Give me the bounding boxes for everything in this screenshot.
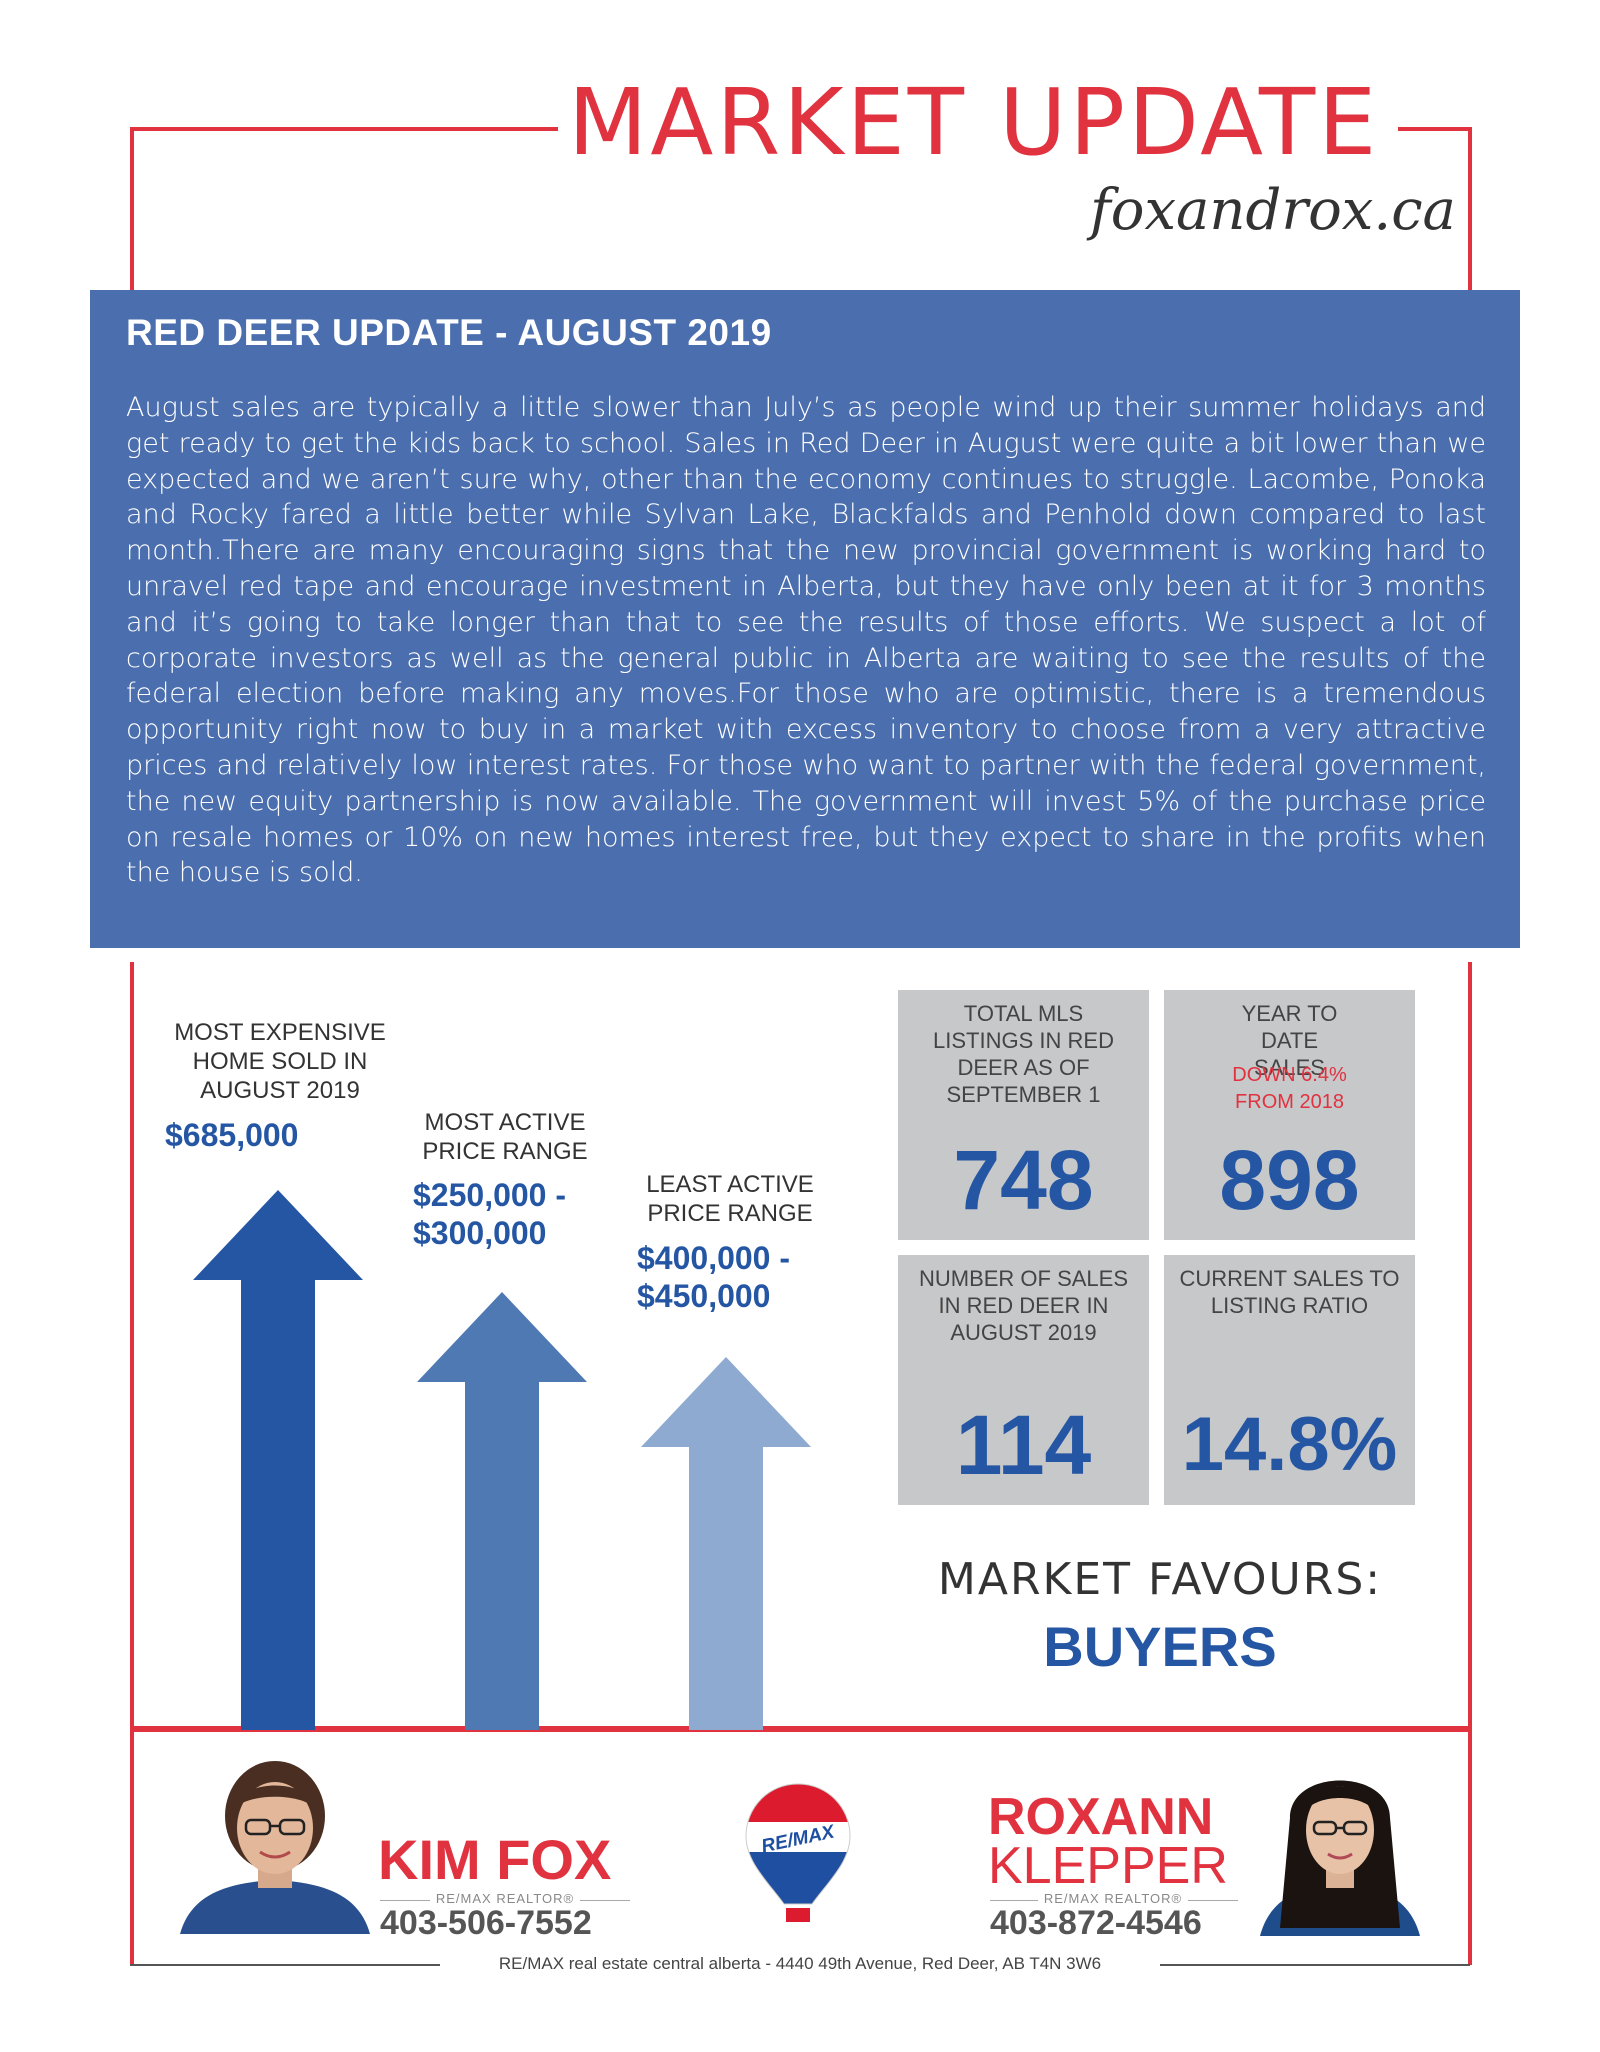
market-favours-value: BUYERS <box>1043 1615 1277 1678</box>
remax-balloon-logo: RE/MAX <box>745 1783 851 1922</box>
roxann-first-name: ROXANN <box>988 1788 1214 1846</box>
arrow-up-icon-small <box>641 1357 811 1730</box>
roxann-title: RE/MAX REALTOR® <box>1038 1891 1188 1906</box>
arrow-up-icon-large <box>193 1190 363 1730</box>
tile-ytd-sales-label: YEAR TO DATE SALES <box>1241 1001 1338 1080</box>
page-title: MARKET UPDATE <box>568 69 1380 176</box>
market-favours-label: MARKET FAVOURS: <box>937 1554 1383 1605</box>
kim-fox-photo-avatar <box>180 1761 370 1934</box>
frame-divider <box>130 1726 1472 1732</box>
frame-top-right-line <box>1398 127 1472 131</box>
tile-total-listings: TOTAL MLS LISTINGS IN RED DEER AS OF SEP… <box>898 990 1149 1240</box>
kim-fox-phone: 403-506-7552 <box>380 1904 592 1942</box>
most-expensive-value: $685,000 <box>165 1117 299 1153</box>
least-active-value: $400,000 - $450,000 <box>637 1240 791 1314</box>
kim-fox-name: KIM FOX <box>378 1828 612 1891</box>
frame-right-bottom <box>1468 962 1472 1965</box>
tile-ytd-sales-value: 898 <box>1219 1133 1360 1227</box>
tile-ytd-sales: YEAR TO DATE SALES DOWN 6.4% FROM 2018 8… <box>1164 990 1415 1240</box>
tile-ytd-sales-note: DOWN 6.4% FROM 2018 <box>1232 1064 1347 1113</box>
update-body: August sales are typically a little slow… <box>126 392 1486 889</box>
tile-total-listings-value: 748 <box>953 1133 1094 1227</box>
most-active-value: $250,000 - $300,000 <box>413 1177 567 1251</box>
frame-top-left-line <box>130 127 558 131</box>
frame-left-top <box>130 127 134 292</box>
tile-august-sales-value: 114 <box>955 1398 1092 1492</box>
update-panel: RED DEER UPDATE - AUGUST 2019 August sal… <box>90 290 1520 948</box>
arrow-up-icon-medium <box>417 1292 587 1730</box>
tile-sales-ratio-label: CURRENT SALES TO LISTING RATIO <box>1179 1266 1400 1318</box>
roxann-photo-avatar <box>1260 1780 1420 1936</box>
frame-left-bottom <box>130 962 134 1965</box>
tile-sales-ratio-value: 14.8% <box>1181 1402 1398 1487</box>
most-active-label: MOST ACTIVE PRICE RANGE <box>422 1109 588 1165</box>
most-expensive-label: MOST EXPENSIVE HOME SOLD IN AUGUST 2019 <box>174 1019 386 1104</box>
footer-address: RE/MAX real estate central alberta - 444… <box>440 1950 1160 1978</box>
roxann-phone: 403-872-4546 <box>990 1904 1202 1942</box>
least-active-label: LEAST ACTIVE PRICE RANGE <box>646 1171 814 1227</box>
tile-august-sales-label: NUMBER OF SALES IN RED DEER IN AUGUST 20… <box>918 1266 1129 1345</box>
kim-fox-title: RE/MAX REALTOR® <box>430 1891 580 1906</box>
website-signature: foxandrox.ca <box>1090 178 1456 243</box>
frame-right-top <box>1468 127 1472 292</box>
tile-total-listings-label: TOTAL MLS LISTINGS IN RED DEER AS OF SEP… <box>933 1001 1114 1107</box>
tile-sales-ratio: CURRENT SALES TO LISTING RATIO 14.8% <box>1164 1255 1415 1505</box>
update-heading: RED DEER UPDATE - AUGUST 2019 <box>126 312 772 353</box>
tile-august-sales: NUMBER OF SALES IN RED DEER IN AUGUST 20… <box>898 1255 1149 1505</box>
roxann-last-name: KLEPPER <box>988 1837 1228 1895</box>
